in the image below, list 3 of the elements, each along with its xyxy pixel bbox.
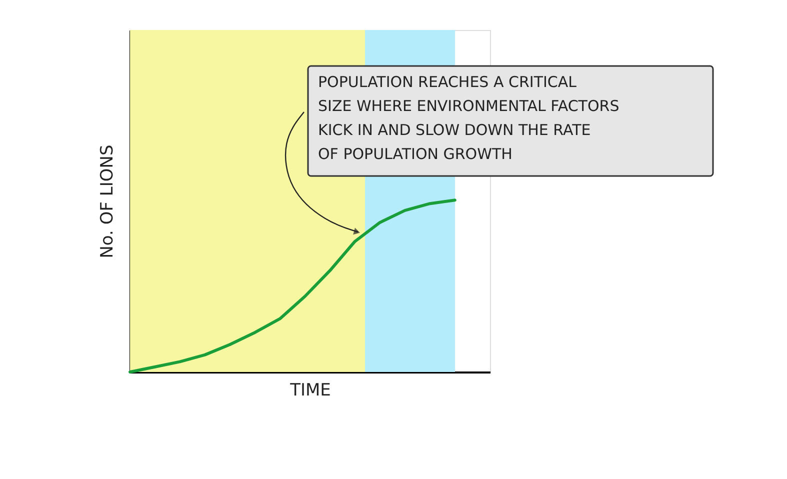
x-axis-title: TIME: [289, 380, 331, 400]
text: POPULATION REACHES A CRITICAL SIZE WHERE ENVIRONMENTAL FACTORS KICK IN AND SLOW DOWN THE RATE OF POPULATION GROWTH: [318, 73, 620, 163]
y-axis-title: No. OF LIONS: [98, 144, 118, 258]
